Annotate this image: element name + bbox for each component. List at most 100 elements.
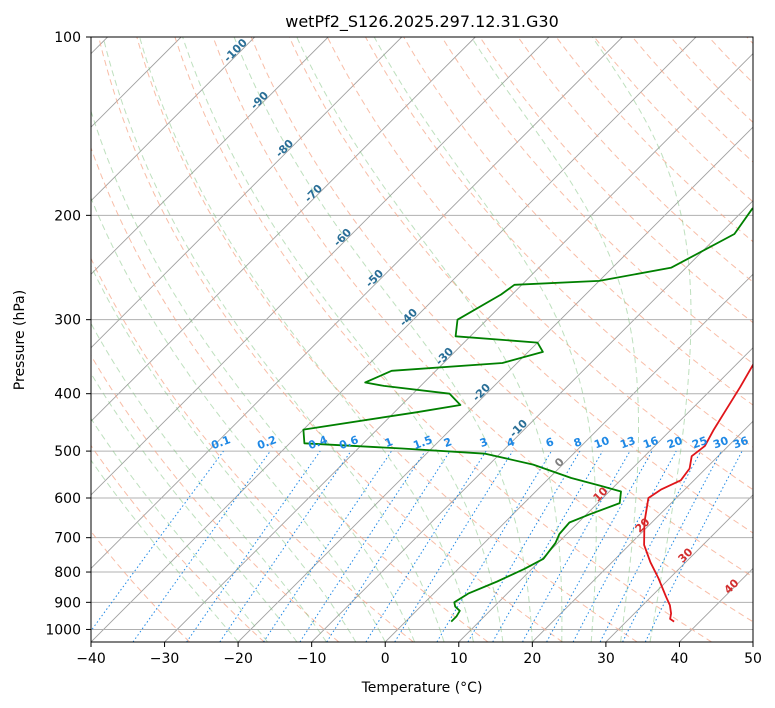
moist-adiabat	[233, 37, 533, 642]
plot-frame	[90, 36, 754, 643]
mixing-ratio-label: 0.1	[209, 433, 232, 452]
mixing-ratio-label: 10	[592, 434, 611, 452]
isotherm-line	[164, 52, 753, 642]
mixing-ratio-label: 0.4	[306, 433, 329, 452]
moist-adiabat	[91, 372, 298, 642]
mixing-ratio-label: 0.2	[255, 433, 278, 452]
x-tick-label: 0	[381, 651, 390, 667]
y-axis-label: Pressure (hPa)	[12, 290, 28, 390]
mixing-ratio-line	[263, 450, 392, 642]
x-axis-label: Temperature (°C)	[361, 680, 483, 696]
mixing-ratio-label: 20	[665, 434, 684, 452]
mixing-ratio-line	[572, 450, 677, 642]
mixing-ratio-label: 4	[505, 435, 517, 450]
dry-adiabat	[632, 37, 753, 163]
y-tick-label: 100	[54, 30, 81, 46]
isotherm-line	[91, 37, 550, 496]
moist-adiabat	[102, 37, 445, 642]
isotherm-line	[237, 126, 753, 642]
y-tick-label: 800	[54, 565, 81, 581]
dry-adiabat	[98, 37, 563, 642]
isotherm-line	[311, 200, 753, 642]
mixing-ratio-line	[219, 450, 352, 642]
mixing-ratio-label: 0.6	[337, 433, 360, 452]
y-tick-label: 700	[54, 531, 81, 547]
temperature-profile	[643, 363, 753, 623]
mixing-ratio-label: 2	[442, 435, 454, 450]
isotherm-line	[91, 37, 476, 422]
moist-adiabat	[91, 459, 239, 642]
chart-title: wetPf2_S126.2025.297.12.31.G30	[285, 12, 559, 32]
dry-adiabat	[326, 37, 753, 491]
x-tick-label: 10	[450, 651, 468, 667]
moist-adiabat	[182, 37, 504, 642]
dry-adiabat	[91, 530, 190, 642]
x-tick-label: −40	[76, 651, 106, 667]
moist-adiabat	[139, 37, 474, 642]
isotherm-line	[605, 494, 753, 642]
dry-adiabat	[365, 37, 753, 448]
isotherm-line	[91, 37, 623, 570]
moist-adiabat	[91, 109, 416, 642]
isotherm-line	[91, 37, 329, 275]
y-tick-label: 500	[54, 444, 81, 460]
x-tick-label: 20	[523, 651, 541, 667]
x-tick-label: 30	[597, 651, 615, 667]
isotherm-line	[458, 347, 753, 642]
x-tick-label: 50	[744, 651, 762, 667]
y-tick-label: 600	[54, 491, 81, 507]
moist-adiabat	[91, 196, 386, 642]
dry-adiabat	[403, 37, 753, 406]
isotherm-line	[91, 37, 256, 202]
mixing-ratio-line	[132, 450, 271, 642]
mixing-ratio-label: 1	[383, 435, 395, 450]
isotherm-line	[384, 273, 753, 642]
dry-adiabat	[136, 37, 638, 642]
mixing-ratio-label: 16	[641, 434, 660, 452]
mixing-ratio-label: 13	[618, 434, 637, 451]
dry-adiabat	[479, 37, 753, 324]
moist-adiabat	[91, 417, 268, 642]
y-tick-label: 200	[54, 208, 81, 224]
dry-adiabat	[91, 444, 265, 642]
dry-adiabat	[250, 37, 753, 578]
dry-adiabat	[91, 257, 414, 642]
x-tick-label: 40	[671, 651, 689, 667]
moist-adiabat	[373, 37, 597, 642]
moist-adiabat	[91, 265, 357, 642]
dewpoint-profile	[302, 207, 753, 623]
dry-adiabat	[593, 37, 753, 203]
mixing-ratio-line	[546, 450, 653, 642]
moist-adiabat	[591, 37, 692, 642]
mixing-ratio-line	[522, 450, 631, 642]
dry-adiabat	[174, 37, 712, 642]
isotherm-line	[531, 420, 753, 642]
profile-series	[302, 207, 753, 623]
y-tick-label: 900	[54, 595, 81, 611]
y-tick-label: 1000	[45, 622, 81, 638]
x-tick-label: −20	[223, 651, 253, 667]
mixing-ratio-line	[186, 450, 321, 642]
y-tick-label: 400	[54, 387, 81, 403]
y-tick-label: 300	[54, 313, 81, 329]
mixing-ratio-label: 3	[478, 435, 490, 450]
mixing-ratio-line	[326, 450, 451, 642]
isotherm-line	[91, 37, 697, 642]
moist-adiabat	[470, 37, 639, 642]
x-tick-label: −30	[150, 651, 180, 667]
mixing-ratio-line	[644, 450, 743, 642]
moist-adiabat	[91, 322, 327, 642]
x-tick-label: −10	[297, 651, 327, 667]
mixing-ratio-label: 8	[572, 435, 584, 450]
moist-adiabat	[296, 37, 563, 642]
mixing-ratio-label: 25	[690, 434, 709, 451]
mixing-ratio-line	[299, 450, 426, 642]
dry-adiabat	[555, 37, 753, 243]
axes: −40 −30 −20 −10 0 10 20 30 40 50 1000 900 800 700 600 5…	[45, 30, 762, 667]
mixing-ratio-label: 1.5	[411, 433, 434, 452]
mixing-ratio-line	[394, 450, 514, 642]
mixing-ratio-label: 6	[544, 435, 556, 450]
